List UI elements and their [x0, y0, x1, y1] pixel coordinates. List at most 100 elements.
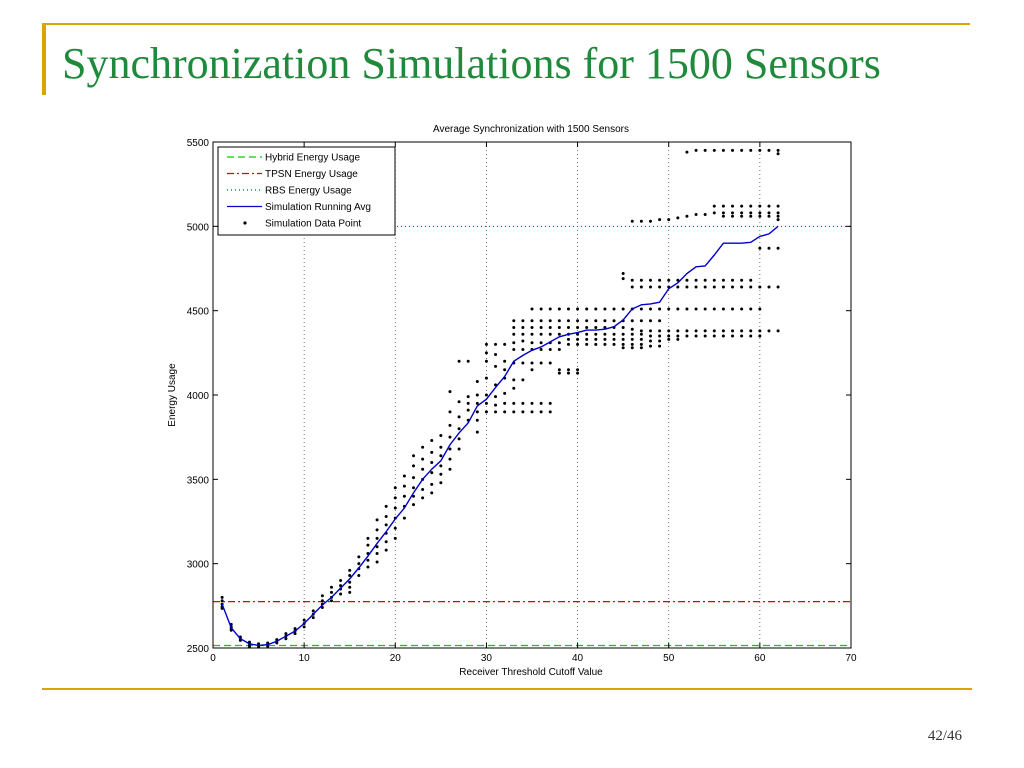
data-point — [758, 148, 762, 152]
data-point — [576, 332, 580, 336]
data-point — [475, 401, 479, 405]
data-point — [621, 307, 625, 311]
data-point — [521, 401, 525, 405]
top-rule — [42, 23, 970, 25]
data-point — [521, 326, 525, 330]
data-point — [594, 342, 598, 346]
data-point — [439, 433, 443, 437]
data-point — [776, 246, 780, 250]
data-point — [548, 347, 552, 351]
data-point — [639, 307, 643, 311]
data-point — [648, 334, 652, 338]
data-point — [758, 334, 762, 338]
data-point — [566, 337, 570, 341]
data-point — [721, 278, 725, 282]
legend-marker — [243, 221, 247, 225]
data-point — [630, 278, 634, 282]
data-point — [767, 204, 771, 208]
data-point — [648, 307, 652, 311]
data-point — [767, 148, 771, 152]
data-point — [512, 386, 516, 390]
data-point — [384, 540, 388, 544]
data-point — [685, 334, 689, 338]
page-number: 42/46 — [927, 728, 962, 744]
data-point — [375, 552, 379, 556]
data-point — [685, 285, 689, 289]
data-point — [402, 474, 406, 478]
y-tick-label: 4500 — [187, 307, 210, 318]
data-point — [639, 346, 643, 350]
data-point — [694, 307, 698, 311]
data-point — [776, 204, 780, 208]
data-point — [293, 632, 297, 636]
data-point — [658, 344, 662, 348]
data-point — [585, 307, 589, 311]
data-point — [612, 332, 616, 336]
data-point — [421, 467, 425, 471]
series-line — [221, 225, 779, 647]
data-point — [758, 307, 762, 311]
data-point — [749, 214, 753, 218]
data-point — [676, 285, 680, 289]
data-point — [503, 368, 507, 372]
data-point — [630, 342, 634, 346]
data-point — [721, 285, 725, 289]
data-point — [685, 150, 689, 154]
data-point — [776, 148, 780, 152]
data-point — [603, 342, 607, 346]
data-point — [421, 487, 425, 491]
data-point — [384, 548, 388, 552]
data-point — [694, 329, 698, 333]
data-point — [694, 334, 698, 338]
data-point — [320, 594, 324, 598]
data-point — [585, 332, 589, 336]
data-point — [603, 319, 607, 323]
data-point — [621, 277, 625, 281]
data-point — [566, 342, 570, 346]
data-point — [548, 319, 552, 323]
data-point — [749, 334, 753, 338]
data-point — [448, 435, 452, 439]
data-point — [731, 204, 735, 208]
data-point — [630, 327, 634, 331]
data-point — [521, 319, 525, 323]
data-point — [466, 395, 470, 399]
data-point — [448, 410, 452, 414]
data-point — [494, 342, 498, 346]
data-point — [685, 214, 689, 218]
data-point — [703, 285, 707, 289]
data-point — [339, 584, 343, 588]
x-tick-label: 20 — [390, 653, 402, 664]
data-point — [384, 504, 388, 508]
data-point — [758, 214, 762, 218]
data-point — [375, 528, 379, 532]
data-point — [402, 494, 406, 498]
data-point — [302, 618, 306, 622]
data-point — [448, 467, 452, 471]
data-point — [767, 285, 771, 289]
data-point — [585, 342, 589, 346]
data-point — [648, 329, 652, 333]
data-point — [731, 214, 735, 218]
data-point — [703, 334, 707, 338]
chart-title: Average Synchronization with 1500 Sensor… — [433, 124, 629, 135]
legend-label: RBS Energy Usage — [265, 186, 352, 197]
data-point — [758, 329, 762, 333]
data-point — [457, 359, 461, 363]
data-point — [776, 152, 780, 156]
data-point — [475, 393, 479, 397]
data-point — [320, 599, 324, 603]
data-point — [740, 204, 744, 208]
data-point — [776, 214, 780, 218]
data-point — [512, 410, 516, 414]
data-point — [731, 329, 735, 333]
legend-box — [217, 146, 396, 236]
data-point — [530, 361, 534, 365]
data-point — [648, 219, 652, 223]
legend: Hybrid Energy Usage TPSN Energy Usage RBS … — [217, 146, 396, 236]
data-point — [776, 211, 780, 215]
data-point — [749, 285, 753, 289]
data-point — [366, 558, 370, 562]
data-point — [767, 214, 771, 218]
data-point — [585, 326, 589, 330]
